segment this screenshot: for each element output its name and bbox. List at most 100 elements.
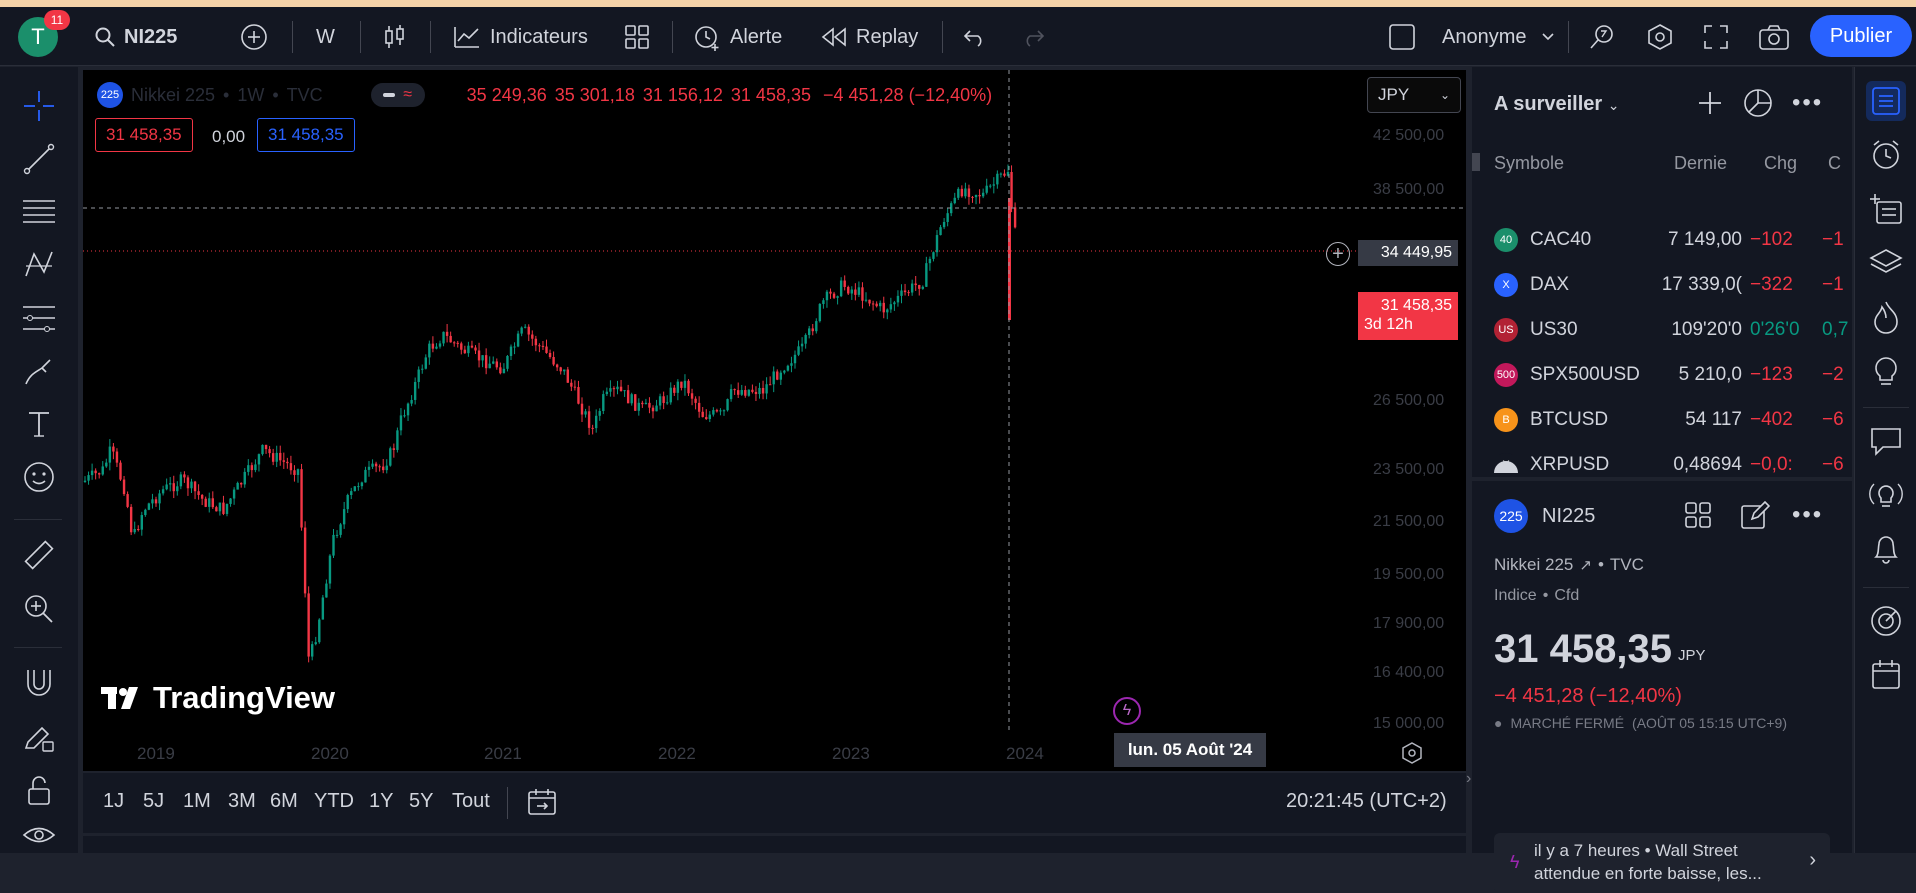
alert-button[interactable]: Alerte xyxy=(692,17,782,57)
layers-toggle[interactable] xyxy=(1866,243,1906,283)
notifications-toggle[interactable] xyxy=(1866,529,1906,569)
column-handle[interactable] xyxy=(1472,153,1480,171)
fullscreen-button[interactable] xyxy=(1702,17,1730,57)
calendar-toggle[interactable] xyxy=(1866,655,1906,695)
column-change-percent[interactable]: C xyxy=(1828,153,1841,173)
toolbar-separator xyxy=(430,21,431,53)
chart-type-button[interactable] xyxy=(382,17,408,57)
range-1d[interactable]: 1J xyxy=(103,790,125,812)
candle-body xyxy=(974,195,978,198)
more-icon[interactable]: ••• xyxy=(1792,501,1824,528)
bar-countdown: 3d 12h xyxy=(1364,316,1413,333)
row-change-percent: −1 xyxy=(1822,274,1844,295)
range-all[interactable]: Tout xyxy=(452,790,490,812)
alerts-toggle[interactable] xyxy=(1866,135,1906,175)
news-item[interactable]: ϟ il y a 7 heures • Wall Street attendue… xyxy=(1494,833,1830,893)
range-5d[interactable]: 5J xyxy=(143,790,165,812)
details-name[interactable]: Nikkei 225 xyxy=(1494,555,1574,574)
x-tick: 2020 xyxy=(311,744,349,763)
interval-button[interactable]: W xyxy=(316,17,335,57)
watchlist-row[interactable]: 500 SPX500USD 5 210,0 −123 −2 xyxy=(1472,353,1852,398)
chats-toggle[interactable] xyxy=(1866,421,1906,461)
trend-line-tool[interactable] xyxy=(19,139,59,179)
prediction-tool[interactable] xyxy=(19,298,59,338)
undo-button[interactable] xyxy=(962,17,988,57)
column-symbol[interactable]: Symbole xyxy=(1494,153,1565,173)
details-layout-button[interactable] xyxy=(1684,501,1712,534)
zoom-tool[interactable] xyxy=(19,589,59,629)
ideas-toggle[interactable] xyxy=(1866,351,1906,391)
watchlist-row[interactable]: B BTCUSD 54 117 −402 −6 xyxy=(1472,398,1852,443)
range-5y[interactable]: 5Y xyxy=(409,790,434,812)
add-symbol-button[interactable] xyxy=(1696,89,1724,122)
chart-area[interactable]: 225 Nikkei 225 • 1W • TVC ≈ 35 249,36 35… xyxy=(83,70,1466,771)
drawing-mode-tool[interactable] xyxy=(19,717,59,757)
range-6m[interactable]: 6M xyxy=(270,790,298,812)
redo-button[interactable] xyxy=(1020,17,1046,57)
dom-toggle[interactable] xyxy=(1866,601,1906,641)
streams-toggle[interactable] xyxy=(1866,475,1906,515)
external-link-icon[interactable]: ↗ xyxy=(1579,557,1592,574)
watchlist-row[interactable]: 40 CAC40 7 149,00 −102 −1 xyxy=(1472,218,1852,263)
sidebar-separator xyxy=(1863,407,1909,408)
legend-toggle[interactable]: ≈ xyxy=(370,83,425,107)
event-lightning-icon[interactable]: ϟ xyxy=(1113,697,1141,725)
chart-settings-icon[interactable] xyxy=(1400,741,1424,770)
candle-body xyxy=(800,343,804,347)
measure-tool[interactable] xyxy=(19,535,59,575)
watchlist-row[interactable]: US US30 109'20'0 0'26'0 0,7 xyxy=(1472,308,1852,353)
add-alert-plus-icon[interactable]: + xyxy=(1326,242,1350,266)
range-ytd[interactable]: YTD xyxy=(314,790,354,812)
candle-body xyxy=(477,350,481,361)
hotlists-toggle[interactable] xyxy=(1866,297,1906,337)
layout-menu-button[interactable]: Anonyme xyxy=(1388,17,1555,57)
candle-body xyxy=(438,343,442,347)
buy-button[interactable]: 31 458,35 xyxy=(257,118,355,152)
candle-body xyxy=(942,221,946,228)
layouts-button[interactable] xyxy=(624,17,650,57)
clock-timezone[interactable]: 20:21:45 (UTC+2) xyxy=(1286,790,1447,812)
column-last[interactable]: Dernie xyxy=(1674,153,1728,173)
crosshair-tool[interactable] xyxy=(19,86,59,126)
goto-date-button[interactable] xyxy=(527,788,557,821)
indicators-button[interactable]: Indicateurs xyxy=(452,17,588,57)
watchlist-row[interactable]: X DAX 17 339,0(−322 −1 xyxy=(1472,263,1852,308)
magnet-tool[interactable] xyxy=(19,663,59,703)
settings-button[interactable] xyxy=(1645,17,1675,57)
object-tree-toggle[interactable] xyxy=(1866,189,1906,229)
brush-tool[interactable] xyxy=(19,351,59,391)
currency-select[interactable]: JPY ⌄ xyxy=(1367,77,1461,113)
candle-body xyxy=(460,343,463,350)
advanced-view-button[interactable] xyxy=(1742,87,1774,124)
sell-button[interactable]: 31 458,35 xyxy=(95,118,193,152)
lock-tool[interactable] xyxy=(19,771,59,811)
more-icon[interactable]: ••• xyxy=(1792,89,1824,116)
range-1m[interactable]: 1M xyxy=(183,790,211,812)
visibility-tool[interactable] xyxy=(19,815,59,855)
row-symbol: BTCUSD xyxy=(1530,409,1609,430)
publish-button[interactable]: Publier xyxy=(1810,15,1912,57)
candle-body xyxy=(666,402,669,404)
details-note-button[interactable] xyxy=(1740,500,1771,536)
snapshot-button[interactable] xyxy=(1758,17,1790,57)
range-3m[interactable]: 3M xyxy=(228,790,256,812)
quick-search-button[interactable] xyxy=(1588,17,1618,57)
fib-tool[interactable] xyxy=(19,192,59,232)
details-symbol[interactable]: NI225 xyxy=(1542,505,1596,527)
candle-body xyxy=(204,498,207,507)
pattern-tool[interactable] xyxy=(19,245,59,285)
column-change[interactable]: Chg xyxy=(1764,153,1798,173)
price-chart[interactable] xyxy=(83,70,1466,771)
compare-button[interactable] xyxy=(240,17,268,57)
candles-icon xyxy=(385,25,404,48)
candle-body xyxy=(311,644,314,657)
symbol-search-button[interactable]: NI225 xyxy=(94,17,177,57)
replay-button[interactable]: Replay xyxy=(820,17,918,57)
text-tool[interactable] xyxy=(19,404,59,444)
candle-body xyxy=(442,331,445,344)
watchlist-title-button[interactable]: A surveiller ⌄ xyxy=(1494,93,1620,116)
collapse-chevron-icon[interactable]: › xyxy=(1466,770,1472,787)
emoji-tool[interactable] xyxy=(19,457,59,497)
range-1y[interactable]: 1Y xyxy=(369,790,394,812)
watchlist-toggle[interactable] xyxy=(1866,81,1906,121)
